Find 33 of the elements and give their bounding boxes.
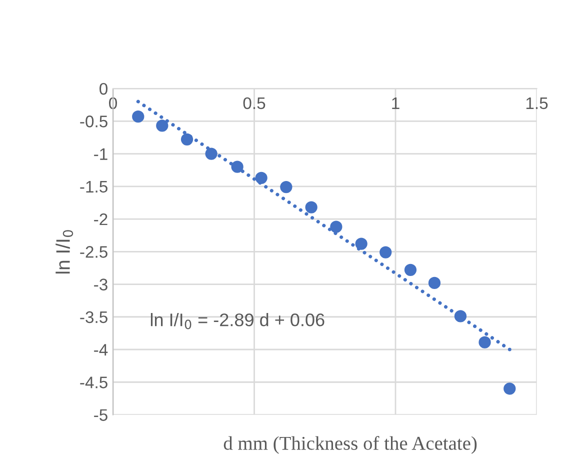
point [280,180,292,194]
x-tick-label: 1 [392,97,400,109]
y-tick-label: -4 [94,344,108,356]
y-tick-label: -2.5 [80,246,108,258]
y-tick-label: -0.5 [80,116,108,128]
y-tick-label: -5 [94,409,108,421]
x-tick-label: 0.5 [243,97,266,110]
point [255,172,268,184]
point [205,148,218,160]
point [180,133,194,146]
point [305,201,318,214]
y-tick-label: 0 [100,82,108,95]
point [330,220,342,233]
y-tick-label: -2 [94,213,108,226]
y-tick-label: -3 [94,278,108,290]
y-axis-title: ln I/I$_{0}$ [56,230,74,274]
y-tick-label: -1.5 [80,180,108,193]
point [428,276,441,290]
point [156,120,168,132]
x-tick-label: 1.5 [526,97,548,110]
point [132,110,144,123]
point [454,310,467,322]
point [355,238,368,250]
annotation: ln I/I$_{0}$ = -2.89 d + 0.06 [150,313,324,330]
point [404,264,417,276]
point [504,382,516,395]
y-tick-label: -3.5 [80,311,108,324]
x-axis-title: d mm (Thickness of the Acetate) [224,436,477,454]
point [478,336,491,348]
y-tick-label: -1 [94,148,108,160]
y-tick-label: -4.5 [80,376,108,388]
point [231,160,244,173]
point [380,246,392,258]
